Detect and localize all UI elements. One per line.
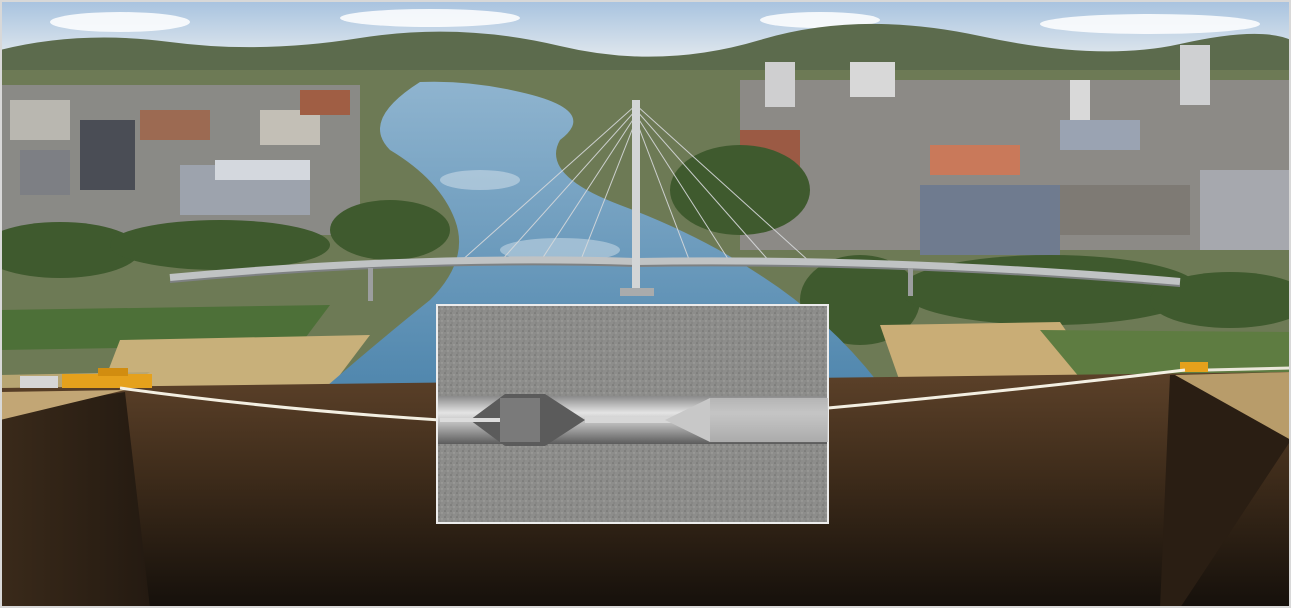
city-right bbox=[740, 45, 1291, 255]
pipe-pull-cone bbox=[665, 398, 710, 442]
cable-stayed-bridge bbox=[169, 100, 1181, 301]
surface-right bbox=[1175, 372, 1291, 440]
pipe-closeup-inset bbox=[436, 304, 829, 524]
pit-wall-left bbox=[0, 392, 150, 608]
clouds bbox=[50, 9, 1260, 34]
drill-rig-left bbox=[20, 368, 152, 388]
pit-wall-right bbox=[1160, 372, 1291, 608]
drill-path-left bbox=[119, 386, 441, 422]
drill-path-right bbox=[827, 368, 1186, 410]
surface-left bbox=[0, 390, 125, 420]
drill-rig-right bbox=[1180, 362, 1291, 372]
city-left bbox=[0, 85, 360, 235]
